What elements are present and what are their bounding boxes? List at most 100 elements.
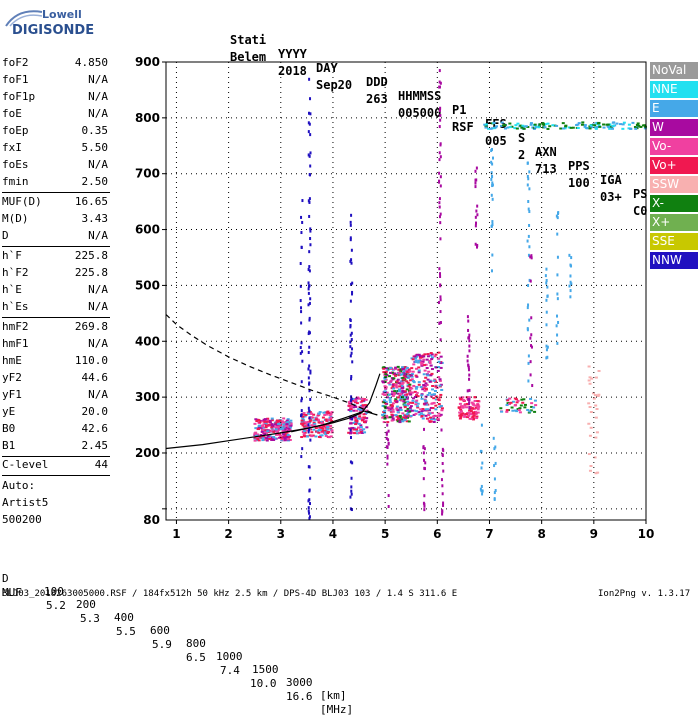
- echo-point: [461, 406, 465, 409]
- echo-point: [528, 278, 531, 282]
- echo-point: [431, 407, 435, 410]
- echo-point: [593, 394, 597, 397]
- echo-point: [361, 404, 365, 407]
- echo-point: [407, 420, 411, 423]
- echo-point: [350, 489, 353, 493]
- echo-point: [437, 301, 440, 305]
- divider: [2, 192, 110, 193]
- echo-point: [474, 178, 477, 182]
- echo-point: [423, 399, 427, 402]
- echo-point: [254, 427, 258, 430]
- param-value: 5.50: [81, 141, 109, 154]
- echo-point: [300, 215, 303, 219]
- echo-point: [570, 264, 573, 268]
- echo-point: [442, 503, 445, 507]
- echo-point: [522, 127, 526, 130]
- echo-point: [569, 126, 573, 129]
- echo-point: [308, 411, 312, 414]
- echo-point: [329, 412, 333, 415]
- muf-value: 6.5: [186, 651, 206, 664]
- echo-point: [439, 366, 443, 369]
- echo-point: [557, 211, 560, 215]
- echo-point: [580, 123, 584, 126]
- echo-point: [438, 197, 441, 201]
- ionogram-axes: 1 2 3 4 5 6 7 8 9 10 200 300 400 500 600 700 800 900 80: [135, 55, 654, 541]
- echo-point: [308, 488, 311, 492]
- echo-point: [390, 406, 394, 409]
- echo-point: [410, 409, 414, 412]
- echo-point: [388, 375, 392, 378]
- echo-point: [529, 336, 532, 340]
- echo-point: [301, 359, 304, 363]
- echo-point: [439, 298, 442, 302]
- echo-point: [481, 489, 484, 493]
- param-value: N/A: [88, 73, 108, 86]
- echo-point: [594, 376, 598, 379]
- echo-point: [440, 478, 443, 482]
- param-value: 2.45: [81, 439, 109, 452]
- header-value: Sep20: [316, 78, 353, 92]
- echo-point: [360, 417, 364, 420]
- echo-point: [427, 419, 431, 422]
- echo-point: [590, 377, 594, 380]
- echo-point: [527, 253, 530, 257]
- header-label: PS: [633, 187, 648, 201]
- echo-point: [409, 414, 413, 417]
- header-label: Stati: [230, 33, 267, 47]
- echo-point: [466, 359, 469, 363]
- echo-point: [354, 423, 358, 426]
- echo-point: [403, 398, 407, 401]
- echo-point: [432, 415, 436, 418]
- echo-point: [438, 215, 441, 219]
- echo-point: [420, 394, 424, 397]
- echo-point: [401, 390, 405, 393]
- echo-point: [353, 401, 357, 404]
- echo-point: [280, 420, 284, 423]
- echo-point: [401, 366, 405, 369]
- echo-point: [423, 389, 427, 392]
- echo-point: [466, 354, 469, 358]
- echo-point: [428, 412, 432, 415]
- echo-point: [528, 410, 532, 413]
- echo-point: [309, 418, 313, 421]
- echo-point: [467, 414, 471, 417]
- echo-point: [400, 384, 404, 387]
- echo-point: [300, 436, 304, 439]
- legend-entry: NNW: [650, 252, 698, 269]
- echo-point: [408, 391, 412, 394]
- legend-entry: W: [650, 119, 698, 136]
- echo-point: [503, 127, 507, 130]
- echo-point: [276, 419, 280, 422]
- echo-point: [361, 406, 365, 409]
- echo-point: [287, 422, 291, 425]
- echo-point: [608, 123, 612, 126]
- echo-point: [403, 403, 407, 406]
- echo-point: [438, 405, 442, 408]
- echo-point: [430, 368, 434, 371]
- echo-point: [391, 368, 395, 371]
- header-value: Belem: [230, 50, 267, 64]
- echo-point: [317, 435, 321, 438]
- echo-point: [282, 436, 286, 439]
- echo-point: [307, 423, 310, 427]
- echo-point: [643, 127, 647, 130]
- echo-point: [271, 429, 275, 432]
- echo-point: [521, 401, 525, 404]
- echo-point: [300, 306, 303, 310]
- echo-point: [304, 414, 308, 417]
- echo-point: [418, 355, 422, 358]
- echo-point: [300, 231, 303, 235]
- header-label: IGA: [600, 173, 622, 187]
- echo-point: [359, 426, 363, 429]
- param-name: foF2: [2, 56, 29, 69]
- echo-point: [255, 439, 259, 442]
- echo-point: [438, 205, 441, 209]
- echo-point: [412, 384, 416, 387]
- echo-point: [308, 331, 311, 335]
- echo-point: [275, 433, 279, 436]
- echo-point: [491, 253, 494, 257]
- echo-point: [349, 418, 353, 421]
- echo-point: [438, 69, 441, 73]
- echo-point: [469, 417, 473, 420]
- echo-point: [438, 384, 442, 387]
